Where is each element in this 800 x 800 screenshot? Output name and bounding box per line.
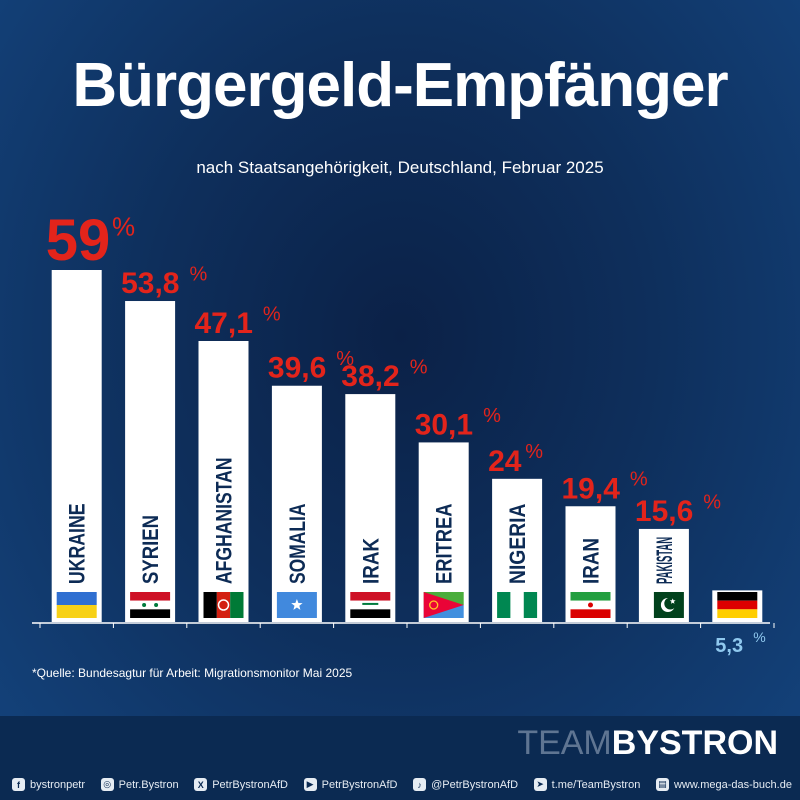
source-note: *Quelle: Bundesagtur für Arbeit: Migrati… bbox=[32, 666, 353, 680]
data-label-unit: % bbox=[753, 629, 765, 645]
data-label-unit: % bbox=[190, 263, 208, 285]
iraq-flag bbox=[350, 592, 391, 618]
facebook-icon: f bbox=[12, 778, 25, 791]
page-title: Bürgergeld-Empfänger bbox=[72, 51, 728, 120]
data-label-unit: % bbox=[112, 212, 135, 242]
eritrea-flag bbox=[423, 592, 464, 618]
data-label-unit: % bbox=[703, 491, 721, 513]
category-label: SYRIEN bbox=[138, 515, 163, 584]
category-label: ERITREA bbox=[432, 503, 457, 584]
telegram-icon: ➤ bbox=[533, 778, 547, 791]
social-label: @PetrBystronAfD bbox=[431, 778, 519, 791]
somalia-flag bbox=[276, 592, 317, 618]
brand-bystron: BYSTRON bbox=[611, 724, 778, 762]
social-label: www.mega-das-buch.de bbox=[673, 778, 792, 791]
data-label: 30,1 bbox=[415, 408, 473, 441]
germany-flag bbox=[717, 592, 758, 618]
social-label: bystronpetr bbox=[30, 778, 86, 791]
social-tiktok[interactable]: ♪ @PetrBystronAfD bbox=[413, 778, 518, 791]
category-label: UKRAINE bbox=[65, 504, 90, 585]
category-label: IRAN bbox=[579, 538, 604, 584]
data-label-unit: % bbox=[483, 405, 501, 427]
data-label-unit: % bbox=[410, 356, 428, 378]
data-label: 53,8 bbox=[121, 267, 179, 300]
social-label: t.me/TeamBystron bbox=[551, 778, 641, 791]
data-label: 39,6 bbox=[268, 352, 326, 385]
brand-team: TEAM bbox=[517, 724, 612, 762]
social-links: f bystronpetr ◎ Petr.Bystron X PetrBystronA… bbox=[12, 778, 792, 791]
data-label: 47,1 bbox=[195, 307, 253, 340]
instagram-icon: ◎ bbox=[100, 778, 114, 791]
data-label: 19,4 bbox=[562, 472, 621, 505]
data-label-unit: % bbox=[525, 441, 543, 463]
bar bbox=[271, 385, 322, 622]
social-label: PetrBystronAfD bbox=[212, 778, 289, 791]
data-label: 15,6 bbox=[635, 495, 693, 528]
data-label-unit: % bbox=[630, 469, 648, 491]
social-book[interactable]: ▤ www.mega-das-buch.de bbox=[655, 778, 792, 791]
category-label: PAKISTAN bbox=[652, 537, 677, 584]
tiktok-icon: ♪ bbox=[413, 778, 427, 791]
data-label: 24 bbox=[488, 445, 522, 478]
social-youtube[interactable]: ▶ PetrBystronAfD bbox=[303, 778, 398, 791]
brand-logo: TEAMBYSTRON bbox=[517, 724, 778, 763]
subtitle: nach Staatsangehörigkeit, Deutschland, F… bbox=[196, 158, 604, 177]
bar bbox=[198, 340, 249, 622]
bar-chart: UKRAINE 59 % SYRIEN 53,8 % AFGHANISTAN 47,1 % SOM… bbox=[45, 208, 766, 657]
ukraine-flag bbox=[56, 592, 97, 618]
category-label: SOMALIA bbox=[285, 503, 310, 584]
data-label: 59 bbox=[46, 208, 111, 273]
data-label-unit: % bbox=[336, 348, 354, 370]
youtube-icon: ▶ bbox=[303, 778, 317, 791]
iran-flag bbox=[570, 592, 611, 618]
pakistan-flag bbox=[643, 592, 684, 618]
bar bbox=[125, 301, 176, 622]
social-label: PetrBystronAfD bbox=[321, 778, 398, 791]
syria-flag bbox=[130, 592, 171, 618]
x-icon: X bbox=[194, 778, 208, 791]
category-label: IRAK bbox=[358, 538, 383, 584]
nigeria-flag bbox=[497, 592, 538, 618]
data-label: 5,3 bbox=[715, 635, 743, 657]
category-label: AFGHANISTAN bbox=[212, 458, 237, 585]
social-instagram[interactable]: ◎ Petr.Bystron bbox=[100, 778, 179, 791]
bar bbox=[345, 394, 396, 622]
category-label: NIGERIA bbox=[505, 503, 530, 584]
social-telegram[interactable]: ➤ t.me/TeamBystron bbox=[533, 778, 641, 791]
social-facebook[interactable]: f bystronpetr bbox=[12, 778, 85, 791]
book-icon: ▤ bbox=[655, 778, 669, 791]
data-label: 38,2 bbox=[341, 360, 399, 393]
data-label-unit: % bbox=[263, 303, 281, 325]
social-label: Petr.Bystron bbox=[118, 778, 179, 791]
bar bbox=[51, 270, 102, 622]
social-x[interactable]: X PetrBystronAfD bbox=[194, 778, 288, 791]
afghanistan-flag bbox=[203, 592, 244, 618]
